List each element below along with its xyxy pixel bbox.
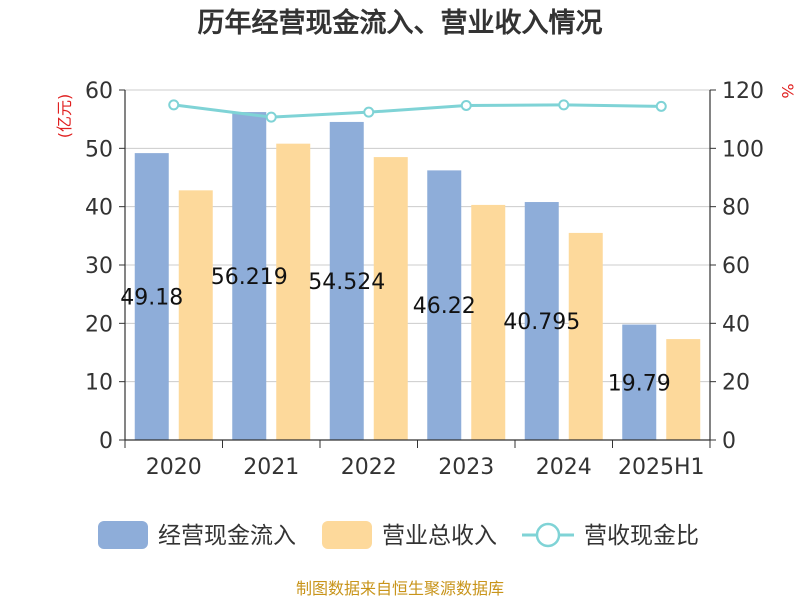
data-label: 19.79: [608, 371, 671, 396]
data-labels: 49.18 56.219 54.524 46.22 40.795 19.79: [120, 265, 670, 396]
bar: [622, 324, 657, 440]
data-label: 40.795: [503, 310, 580, 335]
x-tick-label: 2020: [146, 455, 202, 480]
left-axis-unit: (亿元): [55, 94, 74, 139]
bar: [524, 202, 559, 440]
right-tick-label: 80: [722, 196, 750, 221]
bar: [134, 153, 169, 440]
right-tick-label: 0: [722, 429, 736, 454]
legend-label-ratio: 营收现金比: [584, 523, 699, 549]
data-label: 54.524: [308, 270, 385, 295]
bar: [178, 190, 213, 440]
left-tick-label: 50: [85, 137, 113, 162]
legend-swatch-revenue: [322, 521, 372, 549]
bar: [276, 143, 311, 440]
x-tick-label: 2022: [341, 455, 397, 480]
gridlines: [125, 89, 710, 441]
x-tick-label: 2023: [438, 455, 494, 480]
line-series: [168, 99, 667, 123]
legend-marker-ratio: [535, 522, 561, 548]
x-tick-label: 2021: [243, 455, 299, 480]
left-tick-label: 40: [85, 196, 113, 221]
left-tick-label: 30: [85, 254, 113, 279]
left-tick-label: 60: [85, 79, 113, 104]
right-tick-label: 20: [722, 371, 750, 396]
ratio-point: [363, 106, 375, 118]
ratio-point: [655, 100, 667, 112]
ratio-line: [173, 103, 662, 119]
bar: [568, 232, 603, 440]
legend-label-revenue: 营业总收入: [382, 523, 497, 549]
ratio-point: [558, 99, 570, 111]
right-tick-label: 40: [722, 312, 750, 337]
bar: [232, 112, 267, 440]
ratio-point: [168, 99, 180, 111]
axes: 0 10 20 30 40 50 60 0 20 40 60 80 100 120 2020 2021 2022…: [85, 79, 764, 480]
left-tick-label: 0: [99, 429, 113, 454]
ratio-point: [460, 99, 472, 111]
bar: [329, 121, 364, 441]
left-tick-label: 10: [85, 371, 113, 396]
source-note: 制图数据来自恒生聚源数据库: [296, 579, 504, 598]
right-tick-label: 100: [722, 137, 764, 162]
x-tick-label: 2024: [536, 455, 592, 480]
data-label: 56.219: [211, 265, 288, 290]
legend: 经营现金流入 营业总收入 营收现金比: [98, 521, 699, 549]
data-label: 46.22: [413, 294, 476, 319]
legend-label-cash-inflow: 经营现金流入: [158, 523, 296, 549]
bar: [471, 204, 506, 440]
x-tick-label: 2025H1: [618, 455, 705, 480]
bar: [427, 170, 462, 440]
right-tick-label: 60: [722, 254, 750, 279]
ratio-point: [265, 111, 277, 123]
right-tick-label: 120: [722, 79, 764, 104]
chart-title: 历年经营现金流入、营业收入情况: [198, 7, 603, 39]
data-label: 49.18: [120, 286, 183, 311]
bar: [373, 157, 408, 441]
left-tick-label: 20: [85, 312, 113, 337]
right-axis-unit: %: [778, 83, 797, 98]
bar: [666, 339, 701, 440]
legend-swatch-cash-inflow: [98, 521, 148, 549]
bar-series: [134, 112, 701, 441]
